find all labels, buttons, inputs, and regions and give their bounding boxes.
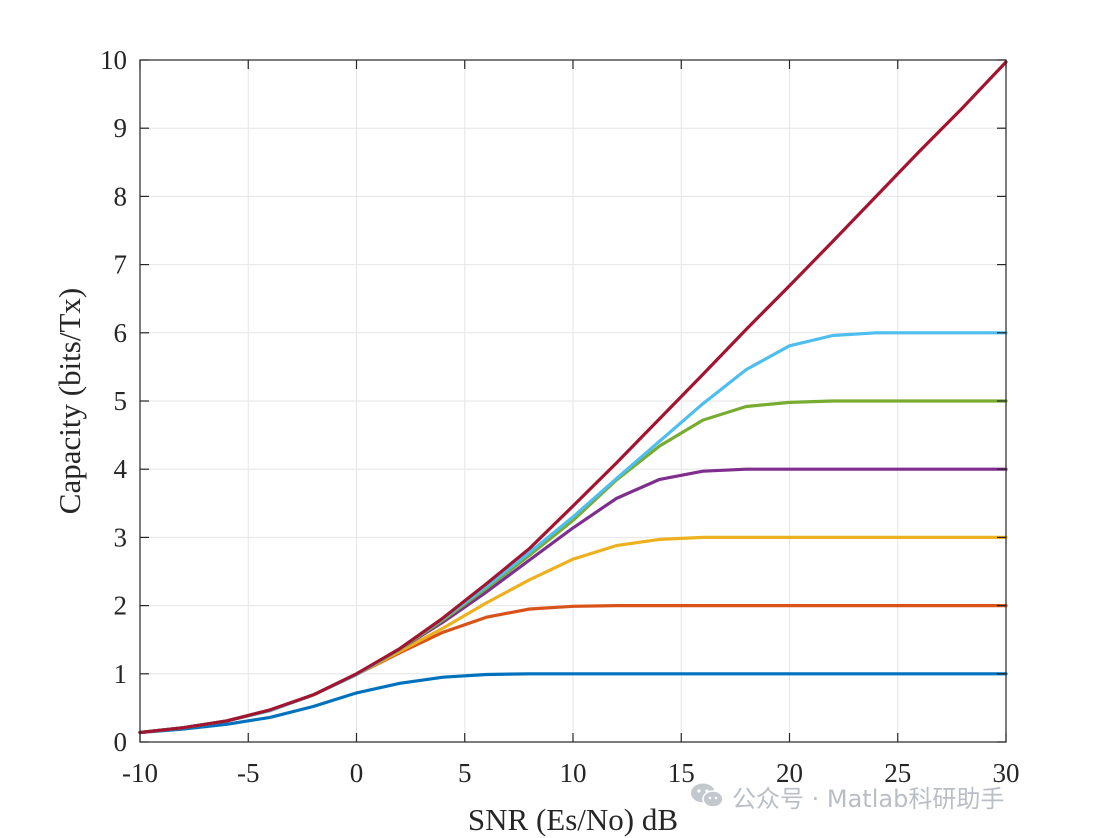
x-tick-label: -10 — [122, 758, 158, 788]
x-tick-label: 30 — [993, 758, 1020, 788]
y-tick-label: 1 — [114, 659, 128, 689]
x-tick-label: 25 — [884, 758, 911, 788]
x-tick-label: 10 — [560, 758, 587, 788]
y-axis-label: Capacity (bits/Tx) — [52, 288, 87, 514]
x-tick-labels: -10 -5 0 5 10 15 20 25 30 — [122, 758, 1020, 788]
x-tick-label: 0 — [350, 758, 364, 788]
axis-ticks — [139, 59, 1007, 743]
y-tick-label: 2 — [114, 591, 128, 621]
watermark-text: 公众号 · Matlab科研助手 — [732, 784, 1005, 813]
y-tick-label: 10 — [100, 45, 127, 75]
y-tick-label: 6 — [114, 318, 128, 348]
x-axis-label: SNR (Es/No) dB — [468, 802, 678, 837]
x-tick-label: -5 — [237, 758, 260, 788]
y-tick-labels: 0 1 2 3 4 5 6 7 8 9 10 — [100, 45, 128, 757]
x-tick-label: 15 — [668, 758, 695, 788]
x-tick-label: 5 — [458, 758, 472, 788]
watermark: 公众号 · Matlab科研助手 — [690, 778, 1004, 814]
wechat-icon — [691, 783, 724, 808]
x-tick-label: 20 — [776, 758, 803, 788]
y-tick-label: 9 — [114, 113, 128, 143]
y-tick-label: 3 — [114, 522, 128, 552]
y-tick-label: 0 — [114, 727, 128, 757]
series-lines — [138, 60, 1008, 735]
y-tick-label: 4 — [114, 454, 128, 484]
series-line-1 — [138, 672, 1008, 735]
y-tick-label: 5 — [114, 386, 128, 416]
series-line-7 — [138, 60, 1008, 735]
y-tick-label: 8 — [114, 181, 128, 211]
y-tick-label: 7 — [114, 250, 128, 280]
